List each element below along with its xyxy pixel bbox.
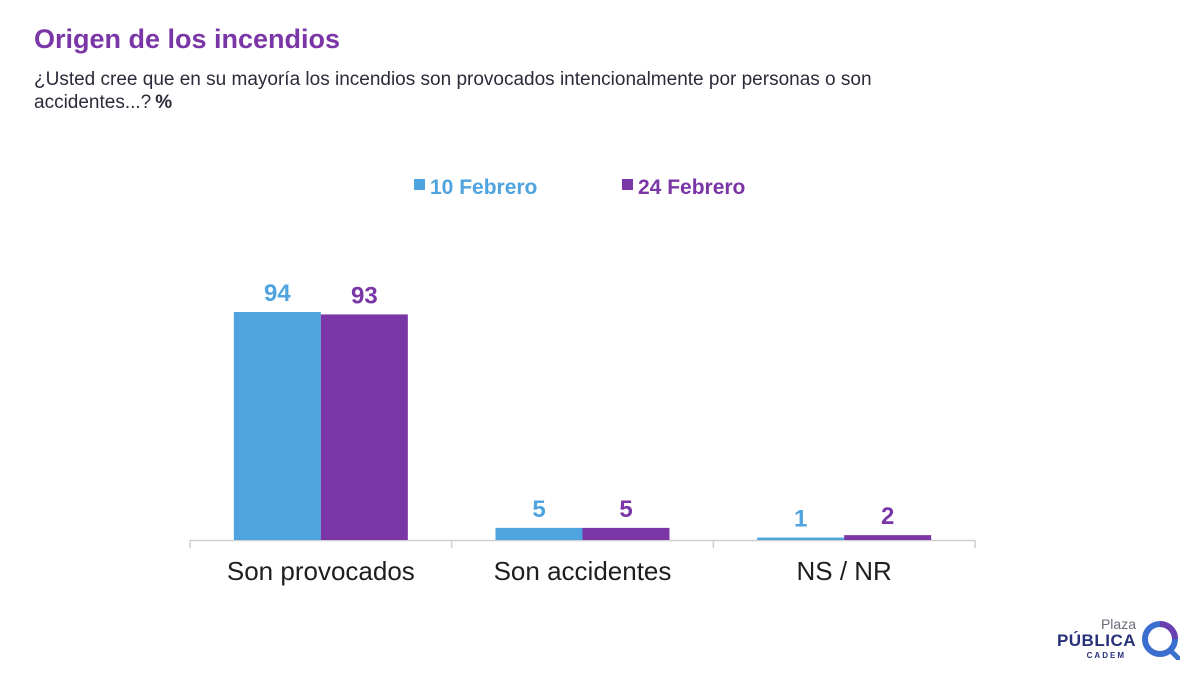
- bar-1: [495, 527, 583, 540]
- legend-swatch: [622, 179, 633, 190]
- cadem-swoosh-logo-icon: [1142, 621, 1180, 660]
- brand-publica-text: PÚBLICA: [1056, 631, 1136, 650]
- bar-1: [233, 312, 321, 540]
- unit-label: %: [155, 92, 173, 113]
- legend-label: 24 Febrero: [638, 176, 745, 199]
- data-label: 93: [351, 282, 378, 309]
- x-tick-label: Son accidentes: [494, 556, 672, 586]
- legend-swatch: [414, 179, 425, 190]
- question-text: ¿Usted cree que en su mayoría los incend…: [34, 69, 872, 113]
- chart-title: Origen de los incendios: [34, 24, 341, 54]
- data-label: 5: [532, 496, 545, 523]
- brand-cadem-text: CADEM: [1086, 651, 1126, 660]
- data-label: 5: [619, 496, 632, 523]
- data-label: 94: [264, 280, 291, 307]
- bar-2: [320, 314, 408, 540]
- x-tick-label: NS / NR: [796, 556, 891, 586]
- brand-logo: Plaza PÚBLICA CADEM: [1056, 616, 1180, 662]
- legend-label: 10 Febrero: [430, 176, 537, 199]
- bar-2: [844, 535, 932, 540]
- x-tick-label: Son provocados: [227, 556, 415, 586]
- data-label: 2: [881, 503, 894, 530]
- chart-subtitle: ¿Usted cree que en su mayoría los incend…: [34, 68, 914, 114]
- data-label: 1: [794, 506, 807, 533]
- brand-plaza-text: Plaza: [1100, 616, 1136, 632]
- bar-1: [757, 537, 845, 540]
- bar-2: [582, 527, 670, 540]
